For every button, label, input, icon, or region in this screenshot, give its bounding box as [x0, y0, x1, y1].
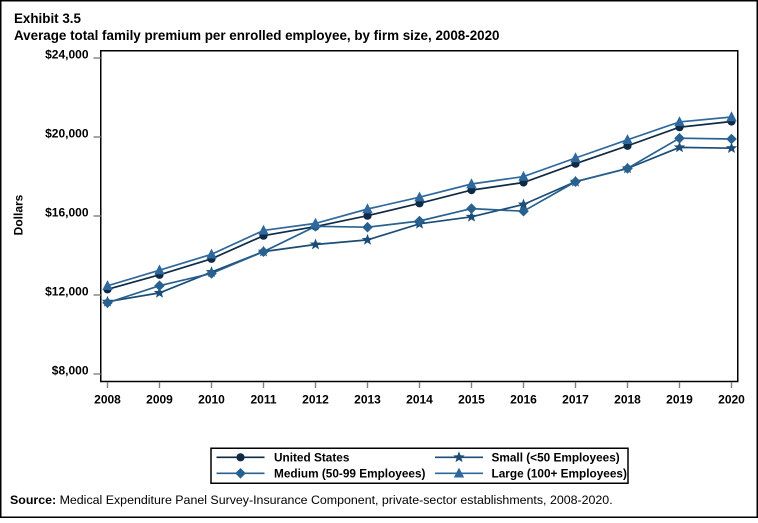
svg-text:$8,000: $8,000 — [52, 364, 89, 378]
svg-text:2017: 2017 — [562, 393, 589, 407]
svg-text:Medium (50-99 Employees): Medium (50-99 Employees) — [274, 467, 426, 481]
svg-text:United States: United States — [274, 451, 350, 465]
svg-text:2016: 2016 — [510, 393, 537, 407]
svg-text:Large (100+ Employees): Large (100+ Employees) — [492, 467, 627, 481]
svg-text:Exhibit 3.5: Exhibit 3.5 — [14, 11, 82, 26]
svg-text:Small (<50 Employees): Small (<50 Employees) — [492, 451, 620, 465]
svg-text:2010: 2010 — [198, 393, 225, 407]
svg-text:2008: 2008 — [94, 393, 121, 407]
svg-text:$20,000: $20,000 — [45, 127, 89, 141]
svg-text:2018: 2018 — [614, 393, 641, 407]
svg-text:2014: 2014 — [406, 393, 433, 407]
svg-text:2019: 2019 — [666, 393, 693, 407]
svg-text:Source: Medical Expenditure Pa: Source: Medical Expenditure Panel Survey… — [10, 493, 613, 507]
svg-text:2012: 2012 — [302, 393, 329, 407]
svg-text:Average total family premium p: Average total family premium per enrolle… — [14, 28, 499, 43]
svg-text:$16,000: $16,000 — [45, 206, 89, 220]
svg-text:$12,000: $12,000 — [45, 285, 89, 299]
svg-text:2011: 2011 — [250, 393, 276, 407]
svg-text:2020: 2020 — [718, 393, 745, 407]
svg-text:$24,000: $24,000 — [45, 48, 89, 62]
svg-text:2013: 2013 — [354, 393, 381, 407]
svg-text:2015: 2015 — [458, 393, 485, 407]
svg-text:2009: 2009 — [146, 393, 173, 407]
svg-text:Dollars: Dollars — [12, 194, 26, 235]
